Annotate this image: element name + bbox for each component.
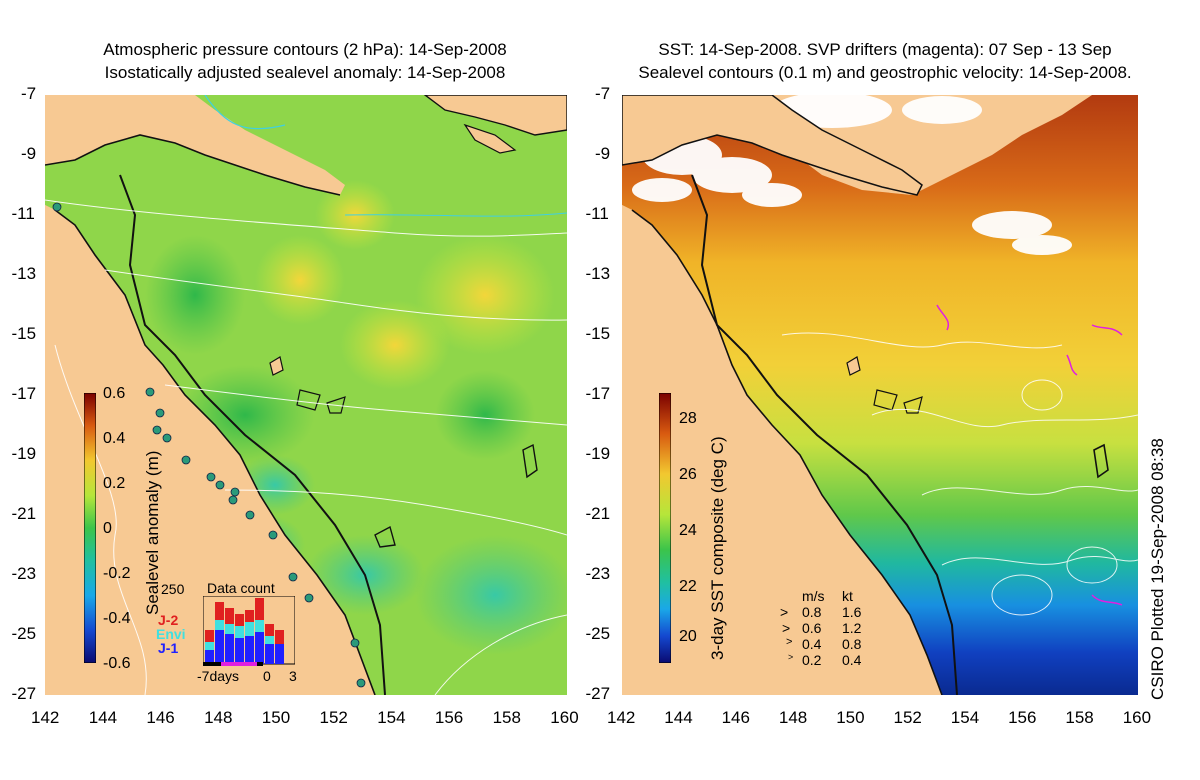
velocity-arrow-icon: > [788,652,794,662]
sealevel-anomaly-map [45,95,567,695]
lat-tick-label: -21 [11,504,37,523]
sst-tick: 22 [679,578,697,595]
lon-tick-label: 148 [778,708,808,727]
sealevel-tick: 0 [103,520,112,537]
velocity-kt: 1.2 [842,620,862,636]
lat-tick-label: -17 [11,384,37,403]
lat-tick-label: -25 [11,624,37,643]
lat-tick-label: -19 [585,444,611,463]
sst-map [622,95,1138,695]
left-title-line1: Atmospheric pressure contours (2 hPa): 1… [103,40,507,59]
sealevel-tick: 0.2 [103,475,126,492]
lat-tick-label: -9 [595,144,611,163]
lon-tick-label: 152 [893,708,922,727]
lat-tick-label: -27 [585,684,611,703]
lon-tick-label: 144 [88,708,118,727]
series-label-j2: J-2 [158,612,179,628]
data-count-inset: Data count 250 J-2 Envi J-1 -7days 0 3 [145,578,315,686]
data-count-bars [203,596,295,666]
data-count-xlabel-mid: 0 [263,668,271,684]
sealevel-tick: 0.4 [103,430,126,447]
lat-tick-label: -19 [11,444,37,463]
lat-tick-label: -23 [11,564,37,583]
sst-tick: 28 [679,410,697,427]
sealevel-colorbar [84,393,96,663]
lon-tick-label: 152 [319,708,348,727]
velocity-ms: 0.4 [802,636,822,652]
lon-tick-label: 148 [204,708,233,727]
lat-tick-label: -13 [585,264,611,283]
series-label-envi: Envi [156,626,186,642]
lon-tick-label: 154 [950,708,980,727]
sst-tick: 26 [679,466,697,483]
lat-tick-label: -21 [585,504,611,523]
lat-tick-label: -17 [585,384,611,403]
lat-tick-label: -7 [21,84,37,103]
lat-tick-label: -7 [595,84,611,103]
velocity-arrow-icon: > [782,620,791,636]
lon-tick-label: 154 [377,708,406,727]
lon-tick-label: 158 [492,708,521,727]
data-count-ymax: 250 [161,581,185,597]
velocity-legend: m/s kt > 0.8 1.6 > 0.6 1.2 > 0.4 0.8 > 0… [780,588,880,668]
lon-tick-label: 146 [146,708,175,727]
velocity-ms: 0.2 [802,652,822,668]
velocity-arrow-icon: > [780,604,789,620]
lon-tick-label: 146 [721,708,750,727]
sst-colorbar-label: 3-day SST composite (deg C) [708,436,727,660]
series-label-j1: J-1 [158,640,179,656]
lat-tick-label: -9 [21,144,37,163]
lon-tick-label: 158 [1065,708,1094,727]
velocity-ms: 0.6 [802,620,822,636]
lon-tick-label: 150 [836,708,865,727]
sealevel-tick: -0.6 [103,655,131,672]
plot-credit: CSIRO Plotted 19-Sep-2008 08:38 [1148,438,1167,700]
velocity-arrow-icon: > [786,636,793,648]
right-title-line1: SST: 14-Sep-2008. SVP drifters (magenta)… [658,40,1112,59]
lon-tick-label: 160 [550,708,579,727]
sealevel-tick: -0.2 [103,565,131,582]
sealevel-tick: 0.6 [103,385,126,402]
lat-tick-label: -15 [11,324,37,343]
lat-tick-label: -27 [11,684,37,703]
data-count-xlabel-left: -7days [197,668,240,684]
sst-tick: 20 [679,628,697,645]
sealevel-tick: -0.4 [103,610,131,627]
lon-tick-label: 144 [664,708,693,727]
lon-tick-label: 156 [434,708,464,727]
lon-tick-label: 142 [31,708,60,727]
lon-tick-label: 150 [261,708,291,727]
data-count-title: Data count [207,580,275,596]
lat-tick-label: -11 [11,204,35,223]
velocity-header-ms: m/s [802,588,825,604]
lat-tick-label: -15 [585,324,611,343]
lat-tick-label: -11 [585,204,609,223]
lat-tick-label: -23 [585,564,611,583]
lon-tick-label: 156 [1008,708,1037,727]
lat-tick-label: -13 [11,264,37,283]
velocity-header-kt: kt [842,588,853,604]
velocity-ms: 0.8 [802,604,822,620]
velocity-kt: 0.8 [842,636,862,652]
velocity-kt: 1.6 [842,604,862,620]
data-count-xlabel-right: 3 [289,668,297,684]
lon-tick-label: 142 [607,708,636,727]
left-title-line2: Isostatically adjusted sealevel anomaly:… [104,63,506,82]
lat-tick-label: -25 [585,624,611,643]
sst-tick: 24 [679,522,697,539]
velocity-kt: 0.4 [842,652,862,668]
right-title-line2: Sealevel contours (0.1 m) and geostrophi… [638,63,1132,82]
lon-tick-label: 160 [1122,708,1152,727]
sst-colorbar [659,393,671,663]
